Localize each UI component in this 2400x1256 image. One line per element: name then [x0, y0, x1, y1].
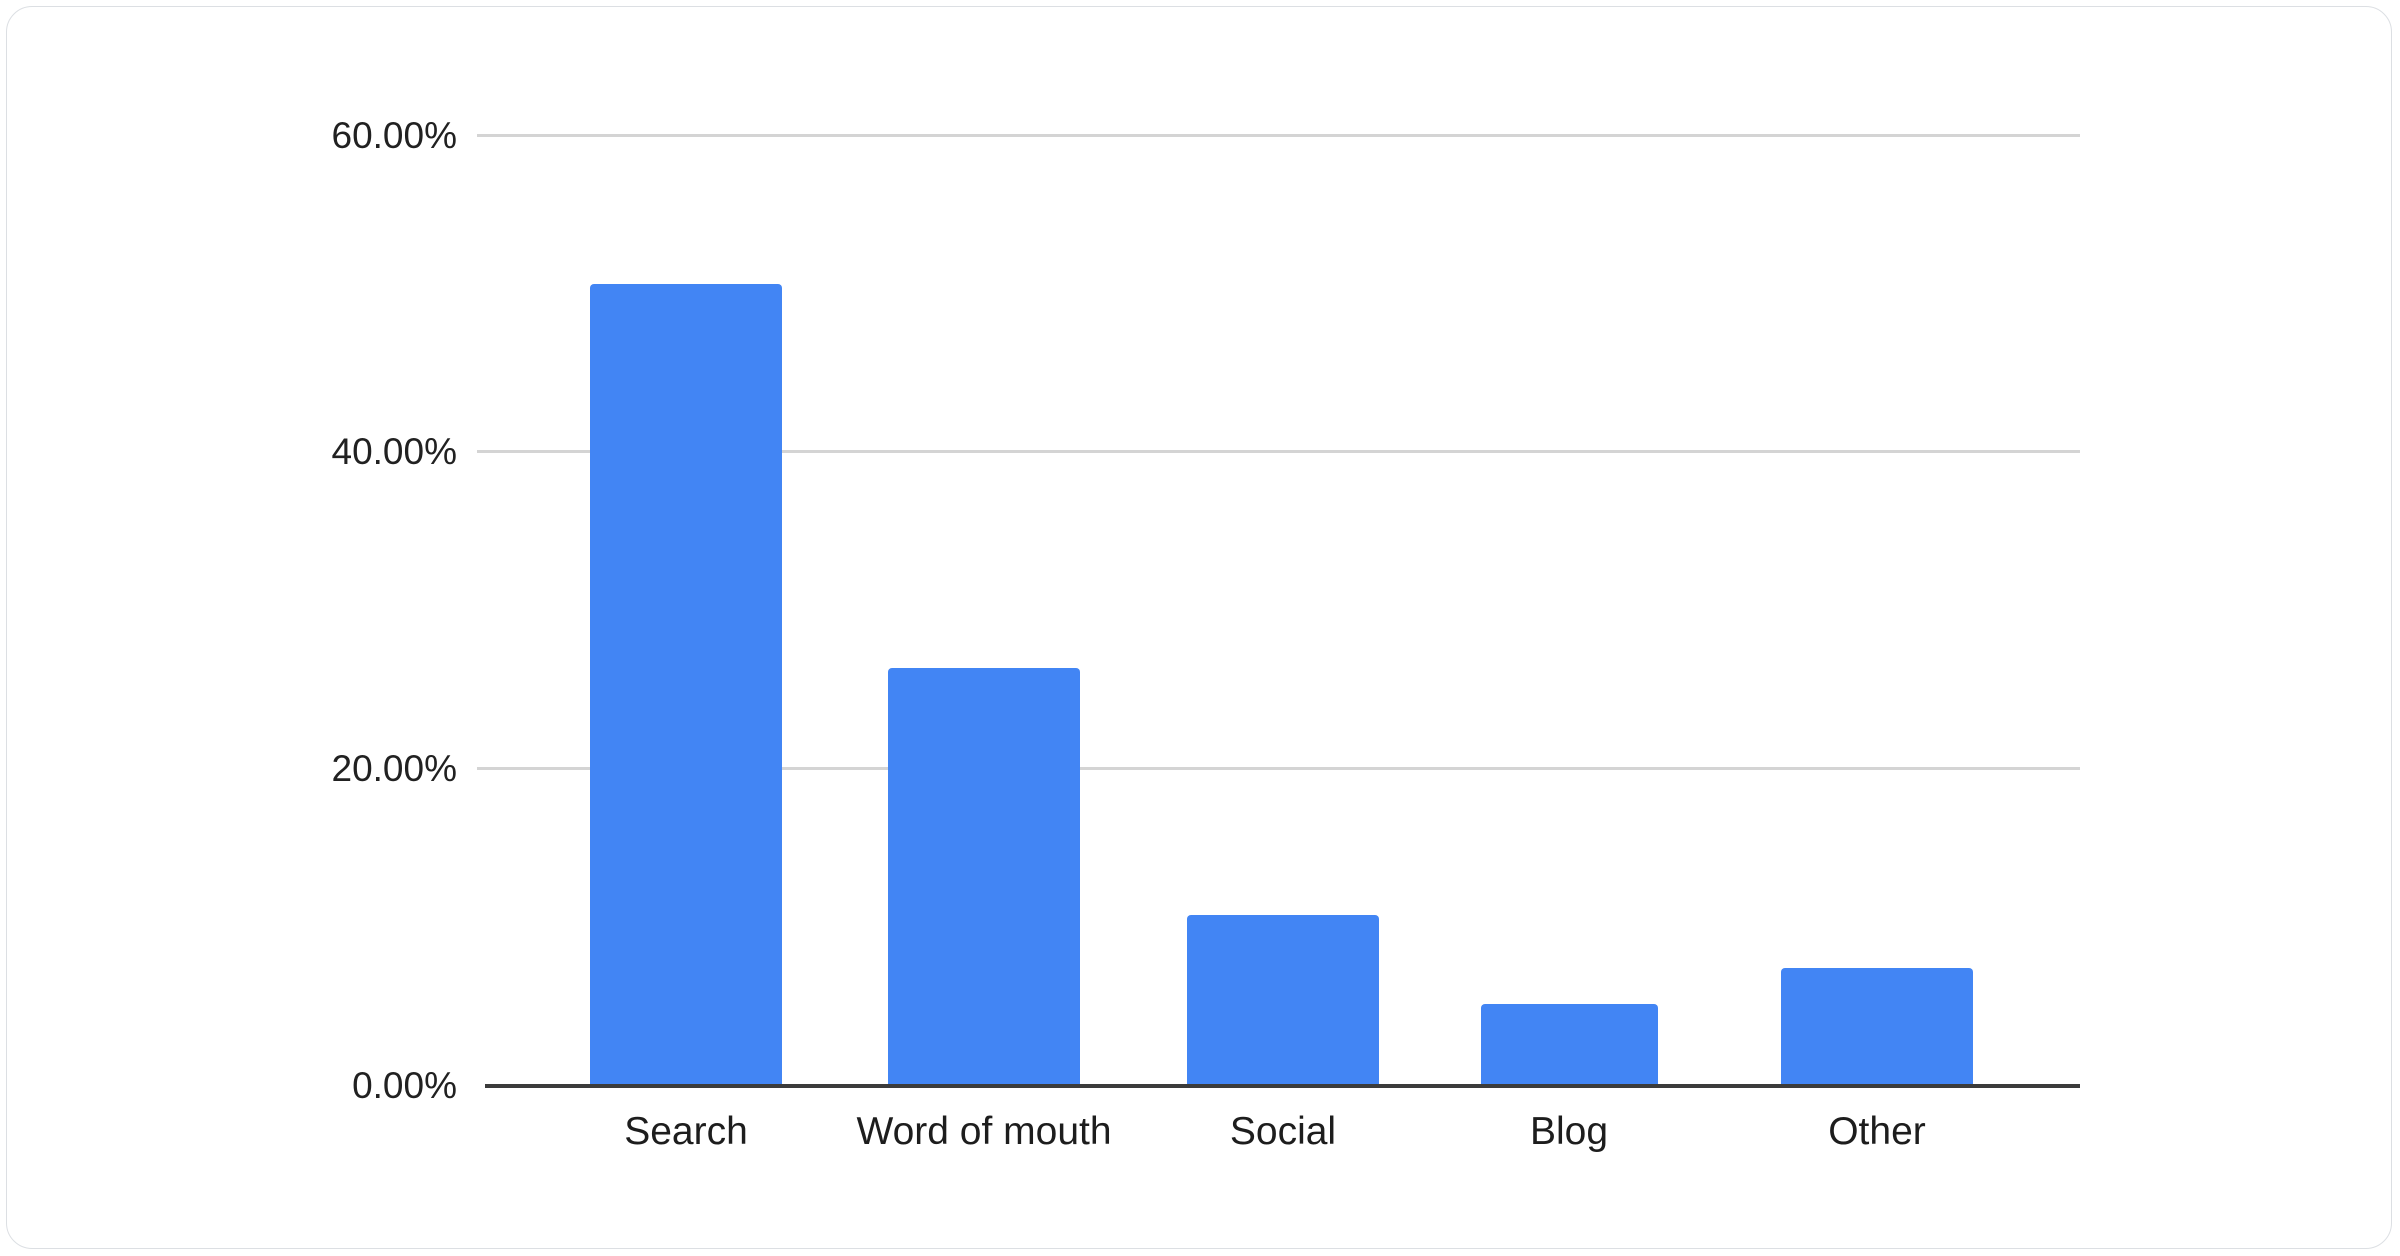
bar-social[interactable] — [1187, 915, 1379, 1084]
x-tick-label-other: Other — [1828, 1110, 1926, 1153]
y-tick-label-0: 0.00% — [352, 1065, 457, 1106]
bar-word-of-mouth[interactable] — [888, 668, 1080, 1084]
x-tick-label-search: Search — [624, 1110, 748, 1153]
x-tick-label-blog: Blog — [1529, 1110, 1609, 1153]
bar-chart-plot-area: 60.00% 40.00% 20.00% 0.00% Search Word o… — [7, 7, 2391, 1248]
x-tick-label-word-of-mouth: Word of mouth — [856, 1110, 1112, 1153]
gridline-60 — [477, 134, 2080, 137]
y-tick-label-20: 20.00% — [331, 748, 458, 789]
bar-other[interactable] — [1781, 968, 1973, 1084]
bar-blog[interactable] — [1481, 1004, 1658, 1084]
chart-card: 60.00% 40.00% 20.00% 0.00% Search Word o… — [6, 6, 2392, 1249]
gridline-40 — [477, 450, 2080, 453]
x-axis-baseline — [485, 1084, 2080, 1088]
bar-search[interactable] — [590, 284, 782, 1084]
x-tick-label-social: Social — [1229, 1110, 1337, 1153]
y-tick-label-60: 60.00% — [331, 115, 458, 156]
gridline-20 — [477, 767, 2080, 770]
y-tick-label-40: 40.00% — [331, 431, 458, 472]
